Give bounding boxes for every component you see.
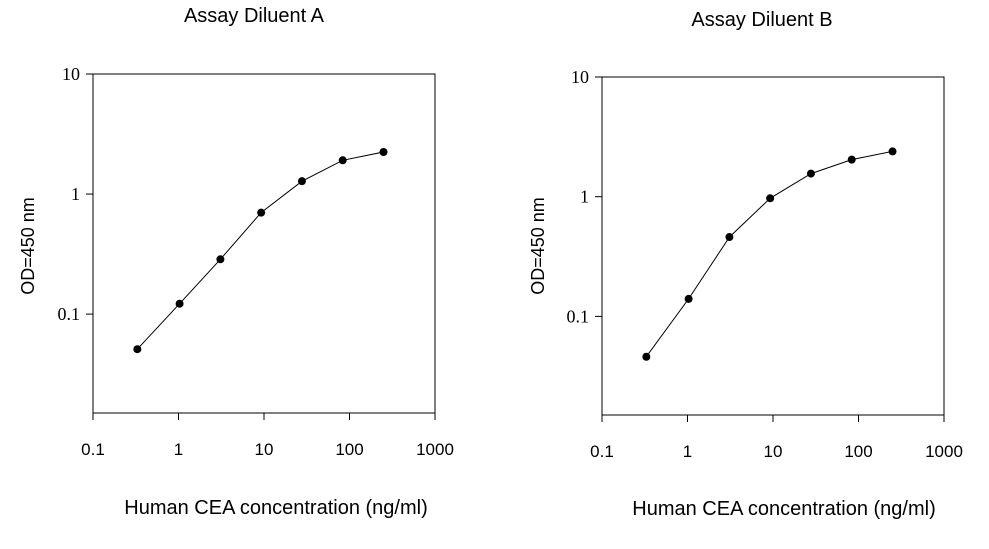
data-point <box>257 208 266 217</box>
x-tick-label: 10 <box>764 442 783 461</box>
x-tick-label: 0.1 <box>590 442 614 461</box>
plot-area: 0.1 1 10 100 1000 0.1 1 10 <box>58 64 454 459</box>
x-tick-label: 0.1 <box>81 440 105 459</box>
data-point <box>766 194 775 203</box>
series-line <box>136 151 384 350</box>
data-point <box>725 233 734 242</box>
data-point <box>806 169 815 178</box>
y-tick-label: 0.1 <box>567 306 590 326</box>
plot-frame <box>92 73 436 414</box>
chart-panel-b: Assay Diluent B Human CEA concentration … <box>528 9 963 520</box>
data-point <box>379 148 388 157</box>
x-tick-label: 10 <box>255 440 274 459</box>
data-point <box>642 352 651 361</box>
data-point <box>888 147 897 156</box>
data-point <box>133 345 142 354</box>
chart-panel-a: Assay Diluent A Human CEA concentration … <box>18 5 454 519</box>
x-tick-label: 1000 <box>925 442 963 461</box>
data-point <box>297 177 306 186</box>
data-point <box>175 299 184 308</box>
data-point <box>338 156 347 165</box>
y-tick-label: 10 <box>571 67 589 87</box>
chart-title: Assay Diluent B <box>691 9 832 31</box>
y-tick-label: 0.1 <box>58 304 81 324</box>
x-axis-label: Human CEA concentration (ng/ml) <box>632 498 935 520</box>
y-tick-label: 1 <box>71 184 80 204</box>
y-tick-label: 10 <box>62 64 80 84</box>
data-point <box>216 255 225 264</box>
x-tick-label: 1000 <box>416 440 454 459</box>
data-point <box>847 155 856 164</box>
x-tick-label: 100 <box>335 440 363 459</box>
y-axis-label: OD=450 nm <box>18 197 38 295</box>
series-line <box>645 150 893 357</box>
plot-area: 0.1 1 10 100 1000 0.1 1 10 <box>567 67 963 461</box>
plot-frame <box>601 76 945 416</box>
y-axis-label: OD=450 nm <box>528 197 548 295</box>
data-point <box>684 294 693 303</box>
y-tick-label: 1 <box>580 187 589 207</box>
x-tick-label: 1 <box>174 440 183 459</box>
x-tick-label: 1 <box>683 442 692 461</box>
chart-title: Assay Diluent A <box>184 5 325 27</box>
x-tick-label: 100 <box>844 442 872 461</box>
x-axis-label: Human CEA concentration (ng/ml) <box>124 497 427 519</box>
